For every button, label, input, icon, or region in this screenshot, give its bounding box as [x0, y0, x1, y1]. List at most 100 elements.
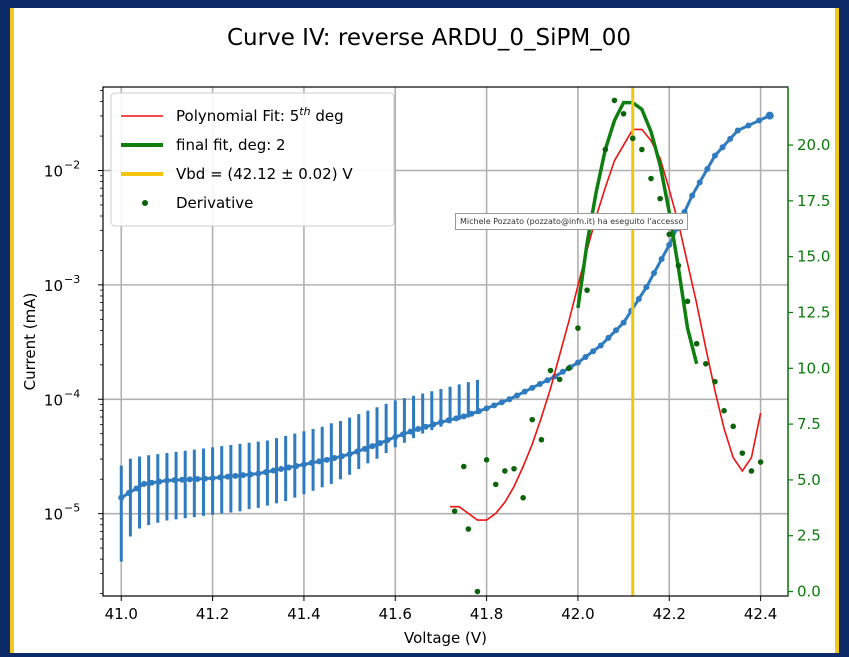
current-point: [331, 454, 338, 461]
current-point: [141, 480, 148, 487]
current-point: [232, 472, 239, 479]
current-point: [734, 127, 741, 134]
current-point: [437, 419, 444, 426]
y-axis-label: Current (mA): [21, 293, 39, 391]
current-point: [118, 494, 125, 501]
derivative-point: [675, 262, 682, 269]
derivative-point: [712, 378, 718, 385]
current-point: [133, 485, 140, 492]
derivative-point: [502, 468, 508, 474]
y-tick-label-base: 10: [44, 162, 63, 180]
current-point: [179, 476, 186, 483]
current-point: [483, 405, 490, 412]
current-point: [643, 284, 650, 291]
current-point: [407, 428, 414, 435]
x-tick-label: 41.0: [105, 605, 138, 623]
current-point: [186, 476, 193, 483]
y2-tick-label: 0.0: [797, 583, 821, 601]
current-point: [361, 445, 368, 452]
current-point: [240, 472, 247, 479]
final-fit-line: [576, 100, 699, 365]
x-tick-label: 41.2: [196, 605, 229, 623]
derivative-point: [748, 468, 755, 474]
current-point: [612, 327, 619, 334]
current-point: [765, 111, 774, 120]
current-point: [498, 399, 505, 406]
current-point: [224, 473, 231, 480]
derivative-point: [721, 407, 727, 414]
derivative-point: [639, 146, 645, 153]
derivative-point: [584, 287, 590, 293]
derivative-point: [451, 508, 458, 514]
y2-tick-label: 5.0: [797, 471, 821, 489]
current-point: [377, 440, 384, 447]
derivative-point: [739, 450, 746, 456]
derivative-point: [511, 465, 517, 472]
current-point: [475, 408, 482, 415]
derivative-point: [529, 416, 536, 423]
current-point: [536, 381, 543, 388]
y2-tick-label: 7.5: [797, 415, 821, 433]
derivative-point: [566, 365, 572, 372]
current-point: [125, 490, 132, 497]
current-point: [635, 295, 642, 302]
derivative-point: [538, 436, 545, 443]
current-point: [620, 319, 627, 326]
derivative-point: [684, 298, 691, 305]
derivative-point: [757, 459, 764, 465]
y-tick-label-base: 10: [44, 391, 63, 409]
login-tooltip: Michele Pozzato (pozzato@infn.it) ha ese…: [455, 213, 689, 230]
current-point: [711, 152, 718, 159]
current-point: [756, 117, 763, 124]
x-tick-label: 42.4: [744, 605, 777, 623]
current-point: [163, 477, 170, 484]
current-point: [658, 255, 665, 262]
current-point: [285, 464, 292, 471]
x-tick-label: 41.8: [470, 605, 503, 623]
current-point: [316, 458, 323, 465]
current-point: [293, 462, 300, 469]
current-point: [201, 475, 208, 482]
current-point: [415, 426, 422, 433]
derivative-point: [657, 195, 663, 202]
current-point: [514, 392, 521, 399]
y-tick-label-base: 10: [44, 506, 63, 524]
derivative-point: [629, 135, 636, 142]
derivative-point: [648, 175, 654, 182]
derivative-point: [547, 367, 554, 374]
derivative-point: [460, 463, 467, 470]
current-point: [323, 456, 330, 463]
derivative-point: [465, 526, 472, 532]
derivative-point: [611, 97, 618, 104]
current-point: [491, 402, 498, 409]
current-point: [689, 192, 696, 199]
derivative-point: [730, 423, 736, 430]
current-point: [262, 469, 269, 476]
polynomial-fit-line: [450, 128, 762, 521]
current-point: [156, 478, 163, 485]
current-point: [582, 353, 589, 360]
y2-tick-label: 17.5: [797, 192, 830, 210]
current-point: [506, 396, 513, 403]
current-point: [194, 475, 201, 482]
current-point: [392, 434, 399, 441]
derivative-point: [666, 231, 673, 238]
current-point: [278, 466, 285, 473]
current-point: [590, 348, 597, 355]
current-point: [148, 479, 155, 486]
derivative-point: [602, 146, 609, 153]
derivative-point: [483, 457, 490, 463]
current-point: [346, 451, 353, 458]
derivative-point: [556, 376, 563, 383]
derivative-point: [474, 588, 481, 595]
derivative-point: [693, 340, 700, 347]
x-tick-label: 42.2: [653, 605, 686, 623]
current-point: [666, 241, 673, 248]
current-point: [597, 342, 604, 349]
current-point: [217, 474, 224, 481]
legend-label: Derivative: [176, 194, 253, 212]
current-point: [255, 470, 262, 477]
current-point: [308, 459, 315, 466]
y-tick-label-exponent: −3: [64, 273, 80, 286]
derivative-point: [492, 481, 499, 488]
